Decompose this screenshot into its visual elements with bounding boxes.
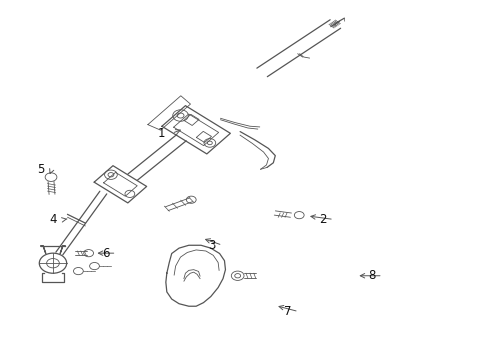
Text: 3: 3	[208, 239, 216, 252]
Text: 4: 4	[49, 213, 57, 226]
Text: 6: 6	[102, 247, 109, 260]
Text: 2: 2	[319, 213, 327, 226]
Text: 7: 7	[284, 305, 292, 318]
Text: 8: 8	[368, 269, 376, 282]
Text: 5: 5	[37, 163, 45, 176]
Text: 1: 1	[157, 127, 165, 140]
